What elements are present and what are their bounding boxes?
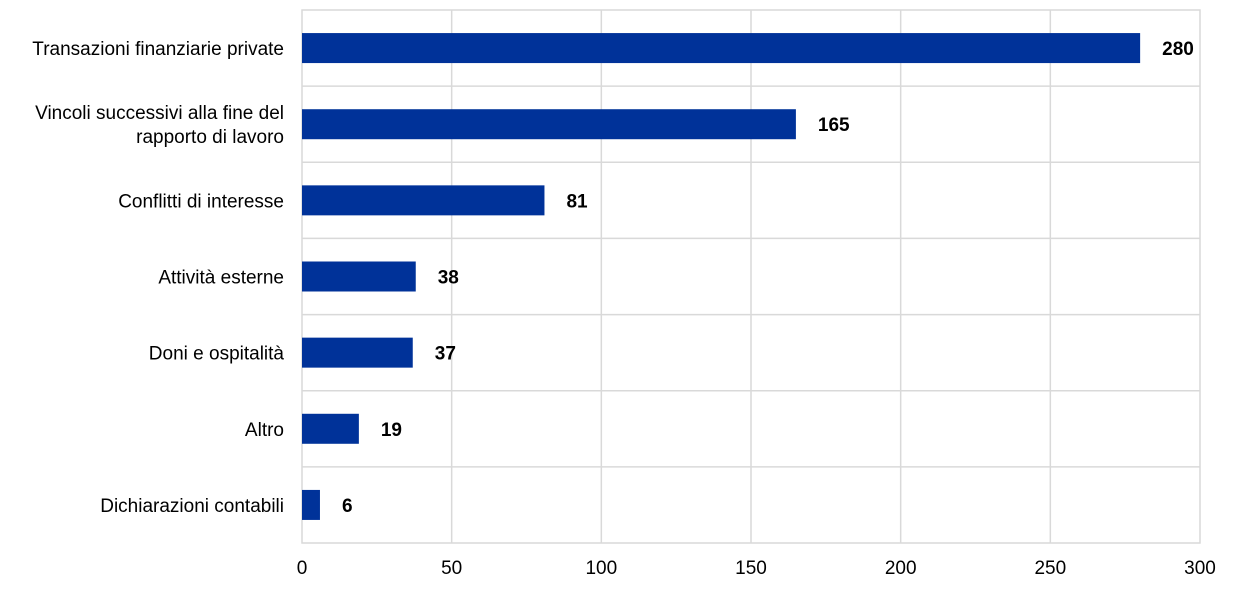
- bar: [302, 185, 545, 216]
- category-label: Conflitti di interesse: [118, 191, 284, 212]
- data-label: 6: [342, 496, 353, 517]
- grid-lines: [302, 10, 1200, 543]
- category-label-line: Transazioni finanziarie private: [32, 39, 284, 60]
- category-label-line: Dichiarazioni contabili: [100, 496, 284, 517]
- category-label-line: Altro: [245, 420, 284, 441]
- x-tick-label: 50: [441, 558, 462, 579]
- category-label: Attività esterne: [158, 268, 284, 289]
- bars: [302, 33, 1141, 520]
- x-tick-label: 300: [1184, 558, 1216, 579]
- bar: [302, 109, 796, 140]
- x-axis-ticks: 0 50 100 150 200 250 300: [297, 558, 1216, 579]
- category-label: Doni e ospitalità: [149, 344, 285, 365]
- x-tick-label: 0: [297, 558, 308, 579]
- data-label: 19: [381, 420, 402, 441]
- bar: [302, 261, 416, 292]
- bar: [302, 413, 359, 444]
- data-label: 81: [566, 191, 588, 212]
- bar: [302, 489, 320, 520]
- bar: [302, 337, 413, 368]
- x-tick-label: 150: [735, 558, 767, 579]
- category-labels: Transazioni finanziarie private Vincoli s…: [32, 39, 284, 517]
- category-label-line: Doni e ospitalità: [149, 344, 285, 365]
- category-label-line: Vincoli successivi alla fine del: [35, 103, 284, 124]
- data-label: 37: [435, 344, 456, 365]
- category-label: Altro: [245, 420, 284, 441]
- x-tick-label: 200: [885, 558, 917, 579]
- value-labels: 280 165 81 38 37 19 6: [342, 39, 1194, 517]
- data-label: 165: [818, 115, 850, 136]
- category-label: Vincoli successivi alla fine del rapporto…: [35, 103, 284, 148]
- category-label: Dichiarazioni contabili: [100, 496, 284, 517]
- bar: [302, 33, 1141, 64]
- category-label-line: Attività esterne: [158, 268, 284, 289]
- data-label: 280: [1162, 39, 1194, 60]
- category-label-line: rapporto di lavoro: [136, 127, 284, 148]
- category-label: Transazioni finanziarie private: [32, 39, 284, 60]
- data-label: 38: [438, 268, 459, 289]
- category-label-line: Conflitti di interesse: [118, 191, 284, 212]
- x-tick-label: 100: [585, 558, 617, 579]
- x-tick-label: 250: [1034, 558, 1066, 579]
